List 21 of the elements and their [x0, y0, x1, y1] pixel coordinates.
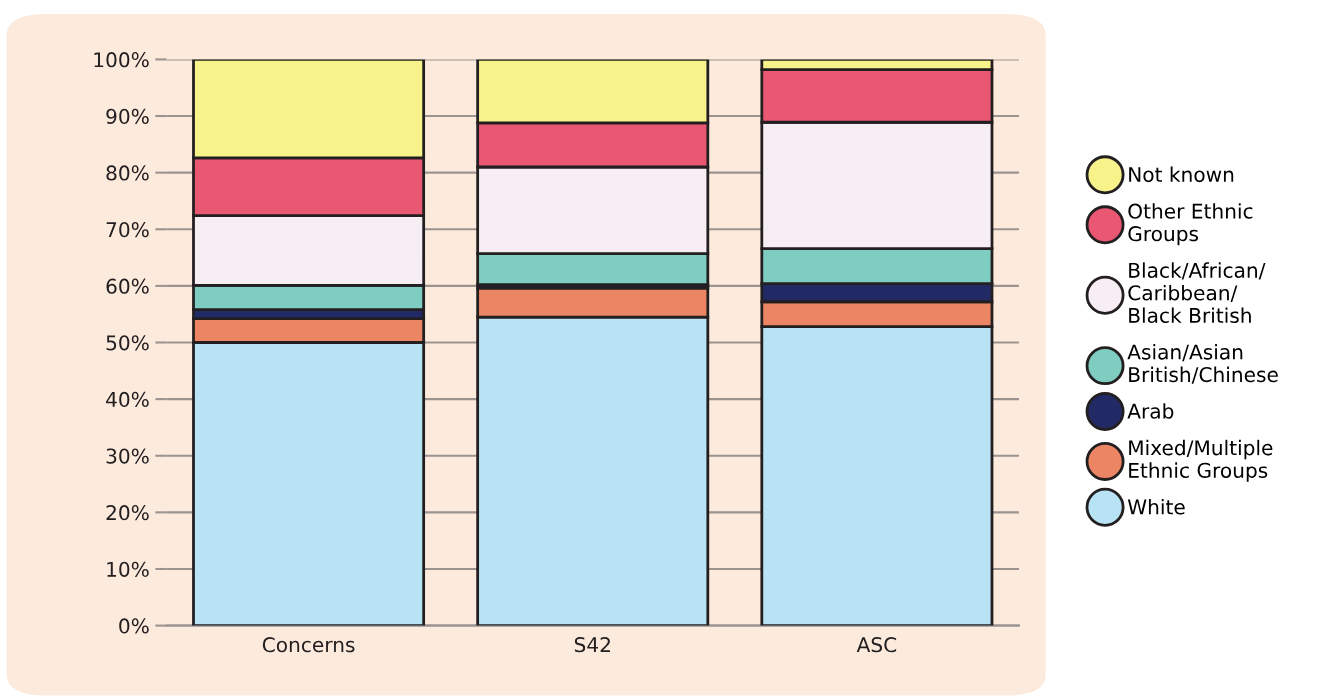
- x-tick-label: Concerns: [262, 637, 355, 653]
- y-tick-label: 0%: [119, 618, 149, 634]
- legend-label: Black/African/ Caribbean/ Black British: [1128, 262, 1266, 324]
- y-tick-label: 100%: [94, 52, 149, 68]
- legend-label: Arab: [1127, 403, 1174, 419]
- y-tick-label: 50%: [106, 335, 149, 351]
- x-tick-label: S42: [574, 637, 610, 653]
- legend-label: White: [1127, 498, 1185, 515]
- y-tick-label: 40%: [106, 391, 149, 408]
- y-tick-label: 70%: [106, 221, 149, 238]
- y-tick-label: 80%: [106, 165, 149, 181]
- x-tick-label: ASC: [856, 637, 897, 653]
- y-tick-label: 30%: [106, 448, 149, 464]
- legend-label: Not known: [1129, 166, 1234, 183]
- y-tick-label: 60%: [106, 278, 149, 294]
- y-tick-label: 10%: [107, 561, 149, 577]
- legend-label: Other Ethnic Groups: [1128, 203, 1253, 246]
- legend-label: Mixed/Multiple Ethnic Groups: [1129, 439, 1273, 482]
- y-tick-label: 20%: [106, 505, 149, 521]
- y-tick-label: 90%: [106, 108, 149, 124]
- legend-label: Asian/Asian British/Chinese: [1127, 344, 1278, 384]
